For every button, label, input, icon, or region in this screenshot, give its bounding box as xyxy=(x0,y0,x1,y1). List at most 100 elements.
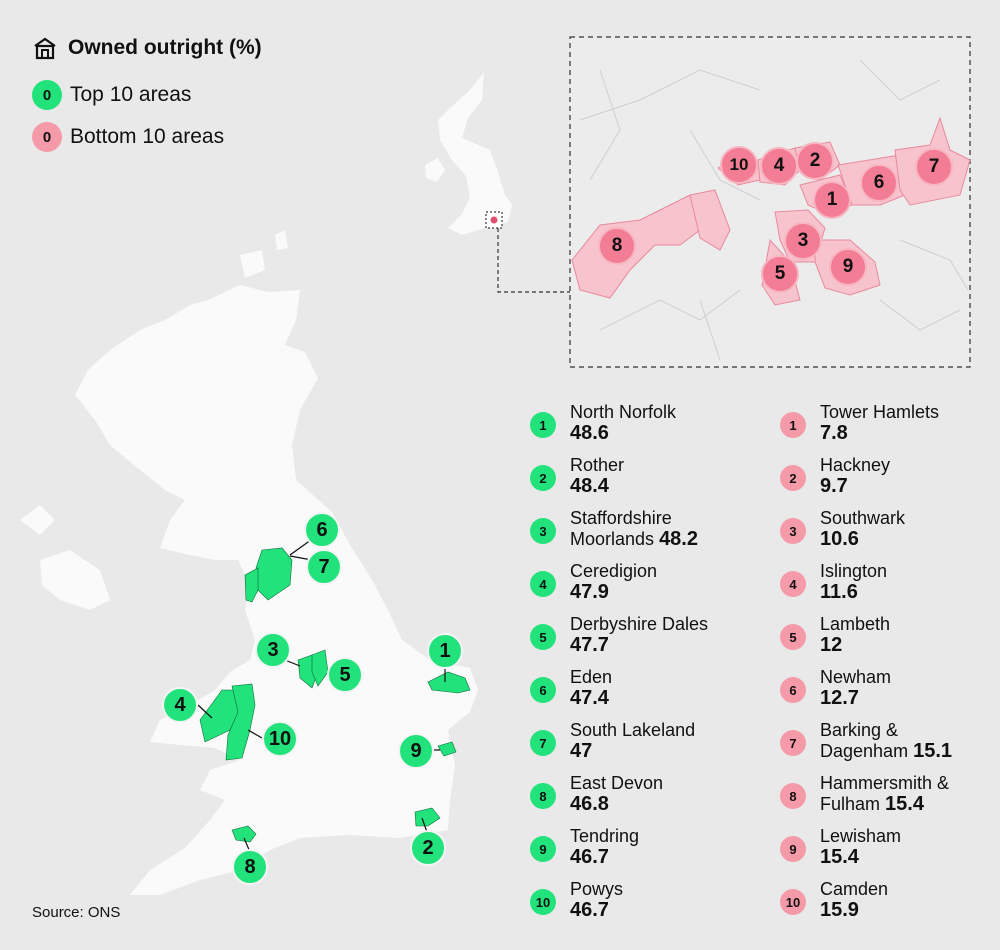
rank-badge: 3 xyxy=(530,518,556,544)
list-item: 4 Ceredigion 47.9 xyxy=(530,561,657,603)
map-marker-top-4: 4 xyxy=(162,687,198,723)
area-value: 15.1 xyxy=(913,740,953,762)
map-marker-top-10: 10 xyxy=(262,721,298,757)
map-marker-bottom-5: 5 xyxy=(761,255,799,293)
region-south-lakeland xyxy=(244,567,259,603)
london-inset xyxy=(569,36,971,368)
list-item: 3 Southwark 10.6 xyxy=(780,508,905,550)
area-value: 47 xyxy=(570,740,593,762)
area-value: 47.7 xyxy=(570,634,609,656)
region-powys xyxy=(225,683,256,761)
list-item: 7 South Lakeland 47 xyxy=(530,720,695,762)
area-name: Camden xyxy=(820,879,889,899)
map-marker-bottom-4: 4 xyxy=(760,147,798,185)
area-name: Islington xyxy=(820,561,888,581)
region-east-devon xyxy=(231,825,257,843)
rank-badge: 7 xyxy=(530,730,556,756)
area-name: Lambeth xyxy=(820,614,891,634)
legend-bottom10-badge: 0 xyxy=(32,122,62,152)
area-value: 9.7 xyxy=(820,475,848,497)
map-marker-bottom-2: 2 xyxy=(796,142,834,180)
rank-badge: 6 xyxy=(780,677,806,703)
great-britain xyxy=(20,230,478,895)
map-marker-top-9: 9 xyxy=(398,733,434,769)
area-value: 48.6 xyxy=(570,422,609,444)
list-item: 9 Lewisham 15.4 xyxy=(780,826,901,868)
legend-bottom10: 0 Bottom 10 areas xyxy=(32,122,224,152)
map-marker-bottom-3: 3 xyxy=(784,222,822,260)
map-marker-bottom-8: 8 xyxy=(598,227,636,265)
top10-regions xyxy=(199,547,471,843)
map-marker-top-3: 3 xyxy=(255,632,291,668)
map-marker-top-5: 5 xyxy=(327,657,363,693)
area-name: South Lakeland xyxy=(570,720,696,740)
area-value: 46.8 xyxy=(570,793,609,815)
area-value: 47.4 xyxy=(570,687,609,709)
map-marker-bottom-6: 6 xyxy=(860,164,898,202)
area-value: 10.6 xyxy=(820,528,859,550)
overview-map xyxy=(425,72,512,235)
rank-badge: 2 xyxy=(530,465,556,491)
area-name: Tower Hamlets xyxy=(820,402,940,422)
map-marker-top-1: 1 xyxy=(427,633,463,669)
rank-badge: 6 xyxy=(530,677,556,703)
list-item: 3 Staffordshire Moorlands 48.2 xyxy=(530,508,740,550)
london-hammersmith-fulham xyxy=(571,194,701,299)
region-tendring xyxy=(437,741,457,757)
area-value: 47.9 xyxy=(570,581,609,603)
area-name: Derbyshire Dales xyxy=(570,614,709,634)
legend-top10: 0 Top 10 areas xyxy=(32,80,191,110)
rank-badge: 3 xyxy=(780,518,806,544)
area-name: Powys xyxy=(570,879,624,899)
list-item: 10 Powys 46.7 xyxy=(530,879,623,921)
area-value: 11.6 xyxy=(820,581,858,603)
rank-badge: 4 xyxy=(780,571,806,597)
area-value: 12 xyxy=(820,634,843,656)
rank-badge: 1 xyxy=(780,412,806,438)
list-item: 6 Newham 12.7 xyxy=(780,667,891,709)
list-item: 2 Rother 48.4 xyxy=(530,455,624,497)
london-thames-strip xyxy=(689,189,731,251)
rank-badge: 10 xyxy=(780,889,806,915)
map-marker-top-2: 2 xyxy=(410,830,446,866)
area-name: Hammersmith & Fulham xyxy=(820,773,950,814)
legend-top10-label: Top 10 areas xyxy=(70,83,192,106)
legend-title: Owned outright (%) xyxy=(32,36,262,60)
area-value: 46.7 xyxy=(570,899,609,921)
legend-top10-badge: 0 xyxy=(32,80,62,110)
area-name: Lewisham xyxy=(820,826,902,846)
title-text: Owned outright (%) xyxy=(68,36,262,59)
area-value: 12.7 xyxy=(820,687,859,709)
rank-badge: 8 xyxy=(780,783,806,809)
rank-badge: 5 xyxy=(780,624,806,650)
list-item: 8 Hammersmith & Fulham 15.4 xyxy=(780,773,990,815)
map-marker-top-8: 8 xyxy=(232,849,268,885)
area-name: Ceredigion xyxy=(570,561,658,581)
area-value: 15.4 xyxy=(885,793,924,815)
area-value: 46.7 xyxy=(570,846,609,868)
rank-badge: 5 xyxy=(530,624,556,650)
area-name: East Devon xyxy=(570,773,664,793)
map-marker-bottom-7: 7 xyxy=(915,148,953,186)
area-name: Hackney xyxy=(820,455,891,475)
region-north-norfolk xyxy=(427,671,471,694)
area-name: Southwark xyxy=(820,508,906,528)
list-item: 4 Islington 11.6 xyxy=(780,561,887,603)
area-name: Rother xyxy=(570,455,625,475)
list-item: 5 Derbyshire Dales 47.7 xyxy=(530,614,708,656)
rank-badge: 9 xyxy=(780,836,806,862)
area-name: Barking & Dagenham xyxy=(820,720,909,761)
house-icon xyxy=(34,37,56,60)
source-note: Source: ONS xyxy=(32,904,121,921)
rank-badge: 8 xyxy=(530,783,556,809)
area-name: Eden xyxy=(570,667,613,687)
list-item: 8 East Devon 46.8 xyxy=(530,773,663,815)
area-name: North Norfolk xyxy=(570,402,677,422)
rank-badge: 9 xyxy=(530,836,556,862)
map-marker-top-6: 6 xyxy=(304,512,340,548)
region-derbyshire-dales xyxy=(311,649,329,687)
area-value: 7.8 xyxy=(820,422,848,444)
area-value: 48.2 xyxy=(659,528,698,550)
list-item: 10 Camden 15.9 xyxy=(780,879,888,921)
region-rother xyxy=(414,807,441,827)
